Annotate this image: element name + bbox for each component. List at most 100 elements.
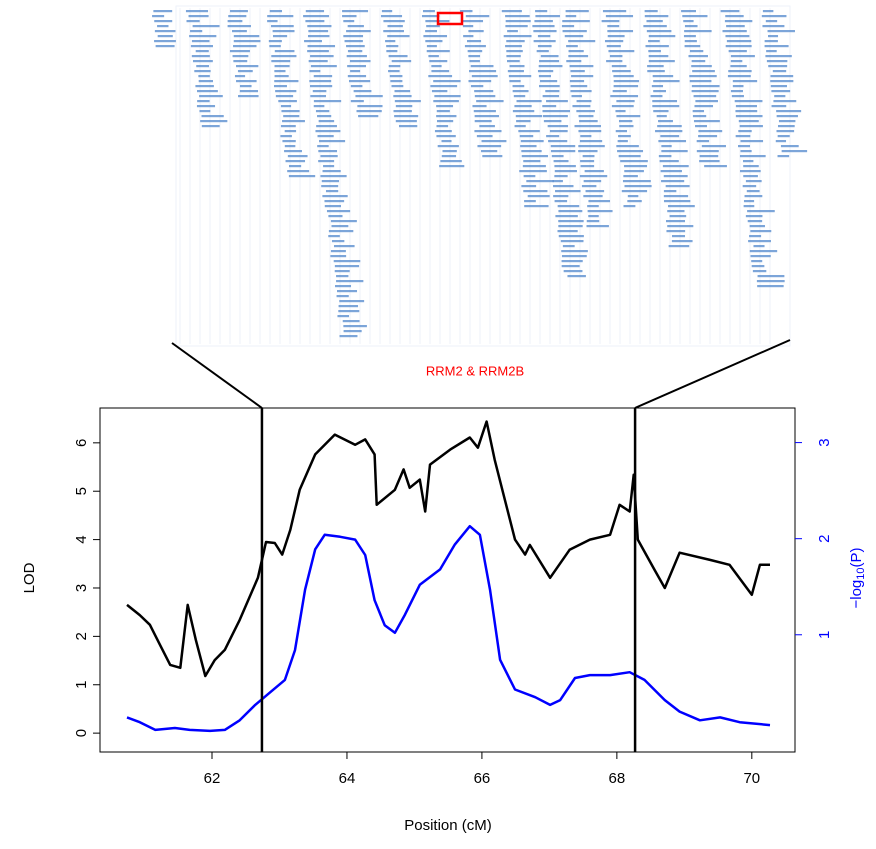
gene-label (518, 130, 540, 133)
gene-label (545, 90, 560, 93)
gene-label (474, 95, 496, 98)
gene-label (747, 220, 763, 223)
gene-label (284, 145, 296, 148)
gene-label (322, 195, 348, 198)
gene-label (748, 240, 771, 243)
gene-label (624, 185, 652, 188)
gene-label (309, 70, 321, 73)
gene-label (774, 95, 786, 98)
gene-label (570, 90, 592, 93)
gene-label (691, 65, 712, 68)
gene-label (542, 105, 557, 108)
gene-label (580, 135, 592, 138)
gene-label (728, 50, 747, 53)
gene-label (512, 90, 529, 93)
gene-label (724, 20, 753, 23)
gene-label (349, 60, 371, 63)
gene-label (627, 195, 639, 198)
gene-label (269, 45, 281, 48)
gene-label (334, 270, 350, 273)
gene-label (195, 85, 214, 88)
gene-label (358, 115, 379, 118)
gene-label (522, 165, 546, 168)
gene-label (433, 80, 461, 83)
gene-label (310, 85, 333, 88)
gene-label (464, 45, 486, 48)
gene-label (324, 200, 345, 203)
gene-label (477, 145, 502, 148)
gene-label (606, 60, 623, 63)
gene-label (604, 40, 624, 43)
gene-label (190, 45, 213, 48)
gene-label (735, 135, 751, 138)
gene-label (747, 210, 775, 213)
gene-label (505, 45, 522, 48)
gene-label (428, 75, 453, 78)
gene-label (463, 35, 474, 38)
zoom-line (171, 342, 263, 409)
gene-label (342, 10, 369, 13)
gene-label (336, 295, 349, 298)
gene-label (538, 65, 563, 68)
gene-label (506, 55, 521, 58)
gene-label (535, 15, 560, 18)
gene-label (757, 275, 785, 278)
gene-label (288, 165, 302, 168)
gene-label (357, 105, 383, 108)
gene-label (287, 170, 310, 173)
gene-label (481, 140, 507, 143)
gene-label (347, 75, 367, 78)
gene-label (312, 90, 327, 93)
gene-label (353, 90, 372, 93)
gene-label (739, 125, 763, 128)
gene-label (472, 105, 487, 108)
gene-label (272, 35, 288, 38)
gene-label (471, 75, 498, 78)
gene-label (777, 125, 795, 128)
gene-label (542, 95, 560, 98)
gene-label (570, 70, 585, 73)
gene-label (557, 205, 580, 208)
gene-label (751, 265, 765, 268)
gene-label (330, 220, 357, 223)
gene-label (569, 80, 585, 83)
gene-label (441, 155, 457, 158)
y2-tick-label: 2 (816, 535, 833, 543)
gene-label (350, 85, 363, 88)
gene-label (524, 205, 549, 208)
gene-label (695, 125, 707, 128)
gene-label (607, 35, 625, 38)
gene-label (661, 150, 688, 153)
gene-label (663, 190, 677, 193)
gene-label (434, 95, 461, 98)
gene-label (333, 245, 355, 248)
gene-label (516, 120, 531, 123)
gene-label (725, 45, 752, 48)
gene-label (509, 80, 521, 83)
gene-label (313, 105, 325, 108)
gene-label (337, 315, 350, 318)
gene-label (607, 25, 620, 28)
gene-label (343, 35, 364, 38)
gene-label (738, 130, 752, 133)
gene-label (562, 30, 587, 33)
gene-label (658, 155, 672, 158)
gene-label (310, 65, 337, 68)
gene-label (691, 60, 706, 63)
gene-label (481, 150, 498, 153)
gene-label (646, 20, 663, 23)
gene-label (696, 140, 710, 143)
gene-label (233, 45, 257, 48)
gene-label (764, 40, 778, 43)
y2-label-sub: 10 (855, 567, 867, 579)
gene-label (587, 210, 613, 213)
annotation: RRM2 & RRM2B (426, 363, 524, 378)
gene-label (433, 100, 459, 103)
gene-label (567, 275, 586, 278)
gene-label (743, 165, 759, 168)
gene-label (571, 75, 594, 78)
gene-label (425, 40, 443, 43)
gene-label (745, 215, 763, 218)
gene-label (325, 190, 339, 193)
gene-label (343, 330, 362, 333)
